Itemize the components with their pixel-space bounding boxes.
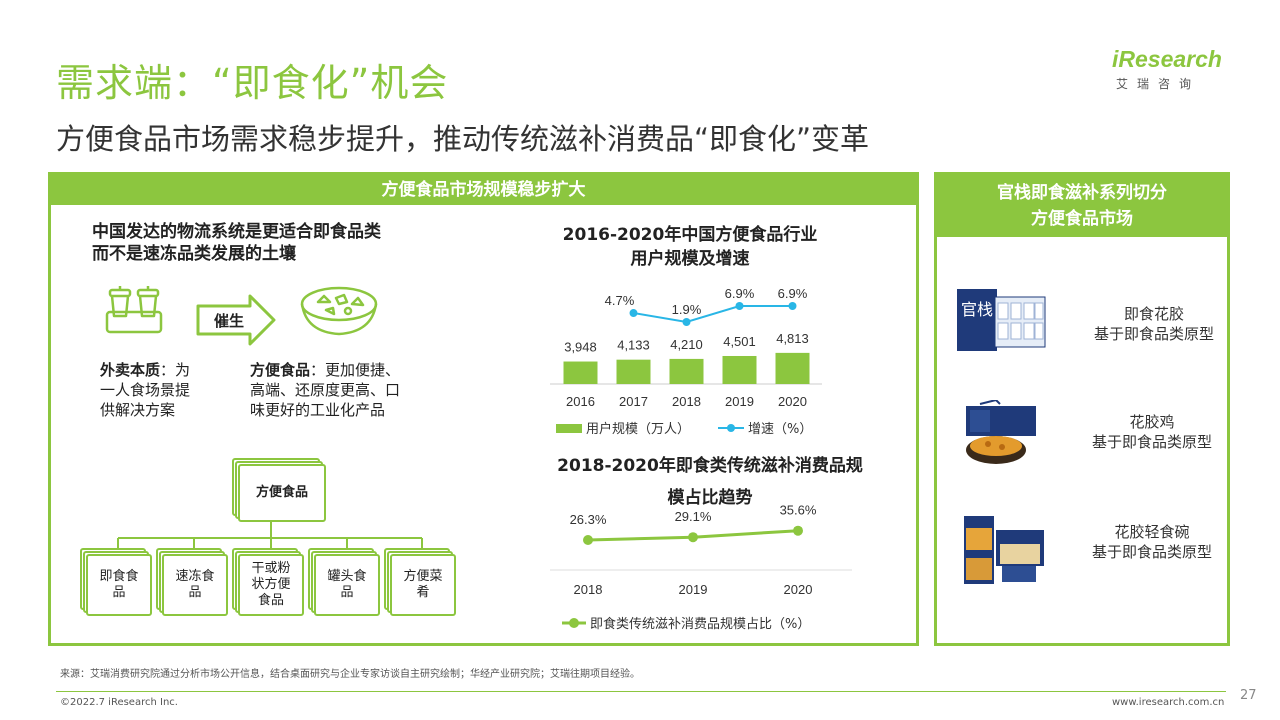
- copyright: ©2022.7 iResearch Inc.: [60, 697, 178, 708]
- tree-child-label: 速冻食品: [162, 554, 228, 616]
- legend-line-marker: [569, 618, 579, 628]
- growth-point: [682, 318, 691, 326]
- takeout-description: 外卖本质：为 一人食场景提 供解决方案: [100, 360, 230, 420]
- growth-point: [735, 302, 744, 310]
- product-1-desc: 基于即食品类原型: [1093, 325, 1214, 343]
- iresearch-logo: iResearch 艾瑞咨询: [1112, 46, 1232, 92]
- x-tick-label: 2016: [566, 394, 595, 409]
- growth-value-label: 6.9%: [778, 286, 808, 301]
- bar-value-label: 4,133: [617, 338, 650, 353]
- bar-value-label: 4,813: [776, 331, 809, 346]
- convenience-bold: 方便食品: [250, 361, 311, 379]
- x-tick-label: 2018: [574, 582, 603, 597]
- takeout-cups-icon: [105, 286, 163, 334]
- bar: [616, 359, 651, 384]
- page-title: 需求端：“即食化”机会: [56, 61, 449, 105]
- takeout-bold: 外卖本质: [100, 361, 161, 379]
- right-panel: 官栈即食滋补系列切分 方便食品市场: [934, 172, 1230, 646]
- instant-fish-maw-product-image: 官栈: [957, 289, 1046, 351]
- share-point: [793, 525, 803, 536]
- left-panel: 方便食品市场规模稳步扩大: [48, 172, 919, 646]
- growth-value-label: 1.9%: [672, 302, 702, 317]
- product-2-desc: 基于即食品类原型: [1091, 433, 1212, 451]
- bar: [775, 352, 810, 384]
- tree-child-label: 罐头食品: [314, 554, 380, 616]
- takeout-line-2: 一人食场景提: [100, 381, 191, 399]
- arrow-label: 催生: [214, 312, 245, 330]
- intro-line-1: 中国发达的物流系统是更适合即食品类: [92, 222, 381, 242]
- takeout-line-3: 供解决方案: [100, 401, 176, 419]
- chart2-title-line-2: 模占比趋势: [667, 488, 753, 508]
- share-point: [583, 535, 593, 545]
- product-2-name: 花胶鸡: [1129, 413, 1175, 431]
- logo-text: iResearch: [1112, 46, 1222, 72]
- tonic-share-chart: 26.3% 2018 29.1% 2019 35.6% 2020 即食类传统滋补消费品规模占…: [550, 503, 852, 632]
- footer-divider: [56, 691, 1226, 692]
- product-1-label: 即食花胶 基于即食品类原型: [1074, 304, 1234, 344]
- bar-value-label: 4,501: [723, 334, 756, 349]
- source-note: 来源：艾瑞消费研究院通过分析市场公开信息，结合桌面研究与企业专家访谈自主研究绘制…: [60, 669, 640, 680]
- x-tick-label: 2019: [679, 582, 708, 597]
- logo-subtext: 艾瑞咨询: [1116, 77, 1201, 91]
- x-tick-label: 2019: [725, 394, 754, 409]
- brand-glyph: 官栈: [961, 300, 993, 319]
- product-3-desc: 基于即食品类原型: [1091, 543, 1212, 561]
- convenience-description: 方便食品：更加便捷、 高端、还原度更高、口 味更好的工业化产品: [250, 360, 450, 420]
- page-subtitle: 方便食品市场需求稳步提升，推动传统滋补消费品“即食化”变革: [56, 122, 870, 156]
- growth-value-label: 4.7%: [605, 293, 635, 308]
- convenience-line-3: 味更好的工业化产品: [250, 401, 386, 419]
- bar: [722, 355, 757, 384]
- bar-value-label: 3,948: [564, 340, 597, 355]
- food-bowl-icon: [300, 286, 378, 336]
- fish-maw-chicken-product-image: [966, 400, 1036, 464]
- chart2-title-line-1: 2018-2020年即食类传统滋补消费品规: [557, 456, 863, 476]
- left-panel-heading: 方便食品市场规模稳步扩大: [51, 175, 916, 205]
- user-scale-chart: 3,948 2016 4,133 2017 4,210 2018 4,501 2019 4,81…: [550, 286, 822, 437]
- x-tick-label: 2020: [778, 394, 807, 409]
- fish-maw-light-bowl-product-image: [964, 516, 1044, 584]
- x-tick-label: 2018: [672, 394, 701, 409]
- x-tick-label: 2020: [784, 582, 813, 597]
- share-value-label: 29.1%: [675, 509, 712, 524]
- tree-child-label: 即食食品: [86, 554, 152, 616]
- growth-value-label: 6.9%: [725, 286, 755, 301]
- tree-child-label: 方便菜肴: [390, 554, 456, 616]
- intro-line-2: 而不是速冻品类发展的土壤: [92, 244, 296, 264]
- chart1-title-line-1: 2016-2020年中国方便食品行业: [562, 225, 818, 245]
- page-number: 27: [1240, 688, 1257, 703]
- share-value-label: 26.3%: [570, 512, 607, 527]
- legend-bar-swatch: [556, 424, 582, 433]
- chart1-title-line-2: 用户规模及增速: [630, 249, 750, 269]
- share-point: [688, 532, 698, 543]
- bar: [669, 358, 704, 384]
- right-panel-heading: 官栈即食滋补系列切分 方便食品市场: [937, 175, 1227, 237]
- tree-child-label: 干或粉 状方便 食品: [238, 554, 304, 616]
- product-3-name: 花胶轻食碗: [1114, 523, 1190, 541]
- product-3-label: 花胶轻食碗 基于即食品类原型: [1072, 522, 1232, 562]
- legend-label: 即食类传统滋补消费品规模占比（%）: [590, 616, 810, 632]
- product-1-name: 即食花胶: [1123, 305, 1184, 323]
- growth-line: [633, 305, 793, 324]
- bar: [563, 361, 598, 384]
- legend-line-marker: [727, 424, 735, 432]
- tree-root-label: 方便食品: [238, 464, 326, 522]
- share-value-label: 35.6%: [780, 503, 817, 518]
- convenience-line-1: ：更加便捷、: [310, 361, 401, 379]
- bar-value-label: 4,210: [670, 337, 703, 352]
- arrow-shape: [196, 294, 276, 346]
- convenience-line-2: 高端、还原度更高、口: [250, 381, 401, 399]
- legend-line-label: 增速（%）: [748, 422, 812, 437]
- x-tick-label: 2017: [619, 394, 648, 409]
- takeout-line-1: ：为: [160, 361, 191, 379]
- growth-point: [629, 309, 638, 318]
- legend-bar-label: 用户规模（万人）: [586, 421, 690, 437]
- growth-point: [788, 302, 797, 310]
- footer-url: www.iresearch.com.cn: [1112, 697, 1225, 708]
- product-2-label: 花胶鸡 基于即食品类原型: [1072, 412, 1232, 452]
